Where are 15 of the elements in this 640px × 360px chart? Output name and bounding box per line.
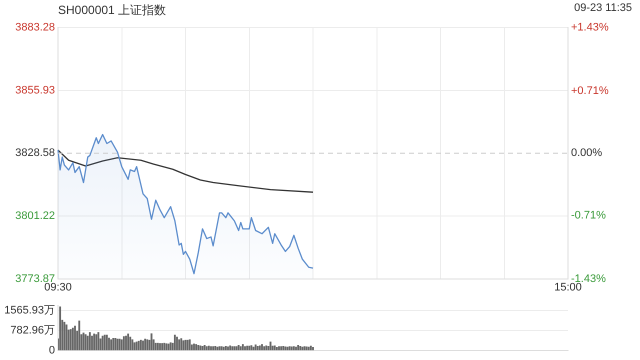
y-tick-label: 3801.22	[15, 210, 55, 222]
x-tick-label: 09:30	[44, 281, 72, 294]
y2-tick-label: +0.71%	[571, 84, 609, 97]
y-tick-label: 3828.58	[15, 147, 55, 160]
y2-tick-label: 0.00%	[571, 147, 602, 160]
y-tick-label: 3855.93	[15, 84, 55, 96]
y-tick-label: 1565.93万	[4, 304, 55, 316]
y-tick-label: 0	[48, 344, 55, 356]
y-tick-label: 3883.28	[15, 22, 55, 34]
chart-title: SH000001 上证指数	[58, 2, 166, 18]
y2-tick-label: +1.43%	[571, 22, 609, 34]
y-tick-label: 782.96万	[10, 324, 55, 336]
text: 09-23 11:35	[574, 2, 632, 16]
x-tick-label: 15:00	[554, 281, 582, 294]
y2-tick-label: -0.71%	[571, 210, 606, 222]
